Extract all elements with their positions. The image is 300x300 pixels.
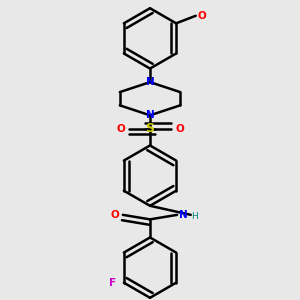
Text: O: O xyxy=(175,124,184,134)
Text: N: N xyxy=(146,77,154,87)
Text: O: O xyxy=(116,124,125,134)
Text: O: O xyxy=(110,210,119,220)
Text: S: S xyxy=(146,122,154,135)
Text: N: N xyxy=(179,210,188,220)
Text: F: F xyxy=(109,278,116,288)
Text: H: H xyxy=(191,212,197,221)
Text: N: N xyxy=(146,110,154,120)
Text: O: O xyxy=(197,11,206,21)
